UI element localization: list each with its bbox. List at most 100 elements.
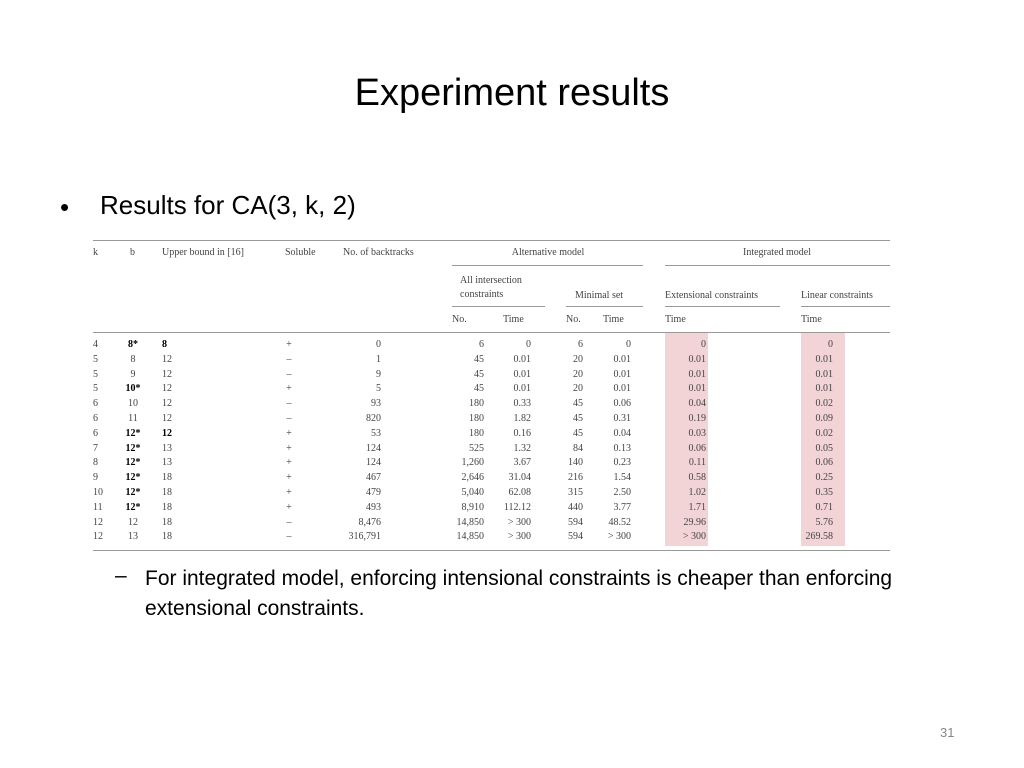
- table-cell: 18: [162, 472, 172, 484]
- column-header: k: [93, 247, 98, 258]
- table-cell: 112.12: [503, 501, 531, 513]
- table-cell: 467: [366, 472, 381, 484]
- table-cell: 525: [469, 442, 484, 454]
- table-cell: 1.02: [688, 487, 707, 498]
- table-cell: 0.01: [613, 353, 632, 365]
- table-cell: 0: [701, 339, 706, 350]
- table-cell: 5: [93, 383, 98, 395]
- table-cell: 8: [130, 353, 136, 365]
- table-cell: 1.32: [513, 442, 532, 454]
- table-cell: 12: [162, 353, 172, 365]
- table-cell: 6: [93, 398, 98, 410]
- table-cell: 13: [162, 442, 172, 454]
- table-cell: 18: [162, 487, 172, 498]
- table-cell: 0.11: [688, 457, 706, 469]
- table-cell: 9: [376, 368, 381, 380]
- table-cell: 0.06: [688, 442, 707, 454]
- table-cell: 13: [162, 457, 172, 469]
- table-cell: 18: [162, 516, 172, 528]
- table-cell: 12: [162, 368, 172, 380]
- table-cell: 93: [371, 398, 381, 410]
- table-cell: 0.04: [688, 398, 707, 410]
- sub-header: Minimal set: [575, 290, 624, 301]
- table-cell: 45: [573, 413, 583, 424]
- table-cell: 216: [568, 472, 583, 484]
- table-cell: 53: [371, 427, 381, 439]
- table-cell: 12*: [125, 457, 141, 469]
- column-header: No. of backtracks: [343, 247, 414, 258]
- table-cell: 12: [93, 516, 103, 528]
- table-cell: 0.01: [688, 383, 707, 395]
- table-cell: 29.96: [683, 516, 707, 528]
- table-cell: +: [286, 472, 292, 484]
- table-cell: 48.52: [608, 516, 632, 528]
- table-cell: 4: [93, 339, 98, 350]
- group-header: Integrated model: [742, 247, 812, 258]
- table-cell: 14,850: [456, 531, 485, 543]
- table-cell: 12: [162, 383, 172, 395]
- table-cell: 0.01: [513, 353, 532, 365]
- table-cell: 45: [474, 368, 484, 380]
- table-cell: 0: [526, 339, 531, 350]
- sub-header: Extensional constraints: [665, 290, 759, 301]
- sub-header: Linear constraints: [801, 290, 873, 301]
- table-cell: 12*: [125, 501, 141, 513]
- table-cell: 5: [376, 383, 381, 395]
- table-cell: > 300: [507, 516, 531, 528]
- table-cell: 0.06: [613, 398, 632, 410]
- table-cell: 594: [568, 516, 583, 528]
- table-cell: 20: [573, 383, 583, 395]
- table-cell: 9: [130, 368, 136, 380]
- table-cell: 5.76: [815, 516, 834, 528]
- table-cell: 18: [162, 531, 172, 543]
- table-cell: 6: [93, 427, 98, 439]
- table-cell: 0: [376, 339, 381, 350]
- column-header: Time: [801, 314, 822, 325]
- table-cell: 10: [93, 487, 103, 498]
- page-number: 31: [940, 725, 955, 740]
- table-rule: [93, 550, 890, 551]
- table-cell: 12: [162, 413, 172, 424]
- table-cell: 7: [93, 442, 98, 454]
- table-cell: 180: [469, 427, 484, 439]
- table-cell: 0.02: [815, 427, 834, 439]
- table-cell: 0.09: [815, 413, 834, 424]
- table-cell: 0.19: [688, 413, 707, 424]
- column-header: No.: [452, 314, 467, 325]
- table-cell: 12: [93, 531, 103, 543]
- sub-bullet-text: For integrated model, enforcing intensio…: [145, 567, 893, 620]
- table-cell: 45: [573, 427, 583, 439]
- table-cell: 0.33: [513, 398, 532, 410]
- table-rule: [452, 306, 545, 307]
- table-cell: 1.82: [513, 413, 532, 424]
- table-cell: –: [286, 413, 292, 424]
- table-rule: [665, 306, 780, 307]
- highlight-band: [801, 333, 845, 546]
- table-rule: [93, 332, 890, 333]
- table-cell: 6: [479, 339, 484, 350]
- table-cell: > 300: [607, 531, 631, 543]
- table-cell: 0.16: [513, 427, 532, 439]
- table-cell: 315: [568, 487, 583, 498]
- table-cell: 0.23: [613, 457, 632, 469]
- table-cell: 0.01: [613, 368, 632, 380]
- table-cell: 10*: [125, 383, 141, 395]
- table-cell: +: [286, 501, 292, 513]
- table-cell: 45: [474, 383, 484, 395]
- table-rule: [665, 265, 890, 266]
- table-cell: 0.25: [815, 472, 834, 484]
- table-cell: 2.50: [613, 487, 632, 498]
- table-cell: 124: [366, 457, 381, 469]
- table-cell: > 300: [507, 531, 531, 543]
- table-cell: 440: [568, 501, 583, 513]
- table-cell: 8,476: [358, 516, 382, 528]
- table-cell: 8*: [128, 339, 138, 350]
- table-cell: 6: [93, 413, 98, 424]
- table-cell: 8,910: [461, 501, 485, 513]
- table-cell: 0.13: [613, 442, 632, 454]
- table-cell: –: [286, 516, 292, 528]
- table-cell: 12*: [125, 472, 141, 484]
- table-cell: 0.03: [688, 427, 707, 439]
- column-header: No.: [566, 314, 581, 325]
